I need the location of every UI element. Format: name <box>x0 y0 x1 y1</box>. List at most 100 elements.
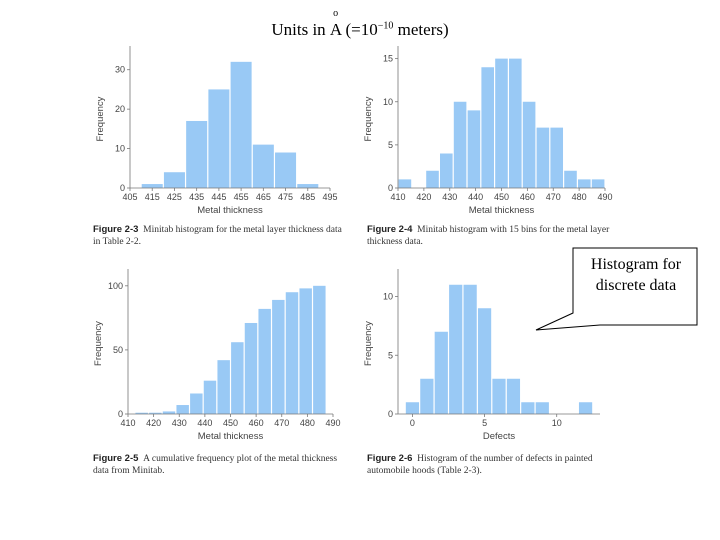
bar <box>495 58 508 188</box>
bar <box>244 322 258 414</box>
bar <box>509 58 522 188</box>
x-tick-label: 430 <box>442 192 457 202</box>
x-axis-label: Defects <box>483 431 515 442</box>
y-tick-label: 15 <box>383 54 393 64</box>
bar <box>521 402 535 414</box>
x-tick-label: 425 <box>167 192 182 202</box>
page-title: Units in A (=10−10 meters) <box>0 20 720 40</box>
bar <box>135 412 148 414</box>
bar <box>275 152 297 188</box>
bar <box>449 284 463 414</box>
x-tick-label: 445 <box>211 192 226 202</box>
bar <box>426 170 439 188</box>
y-tick-label: 10 <box>383 97 393 107</box>
bar <box>141 184 163 188</box>
callout-text: Histogram for discrete data <box>590 256 682 294</box>
caption-label: Figure 2-6 <box>367 453 413 464</box>
bar <box>492 378 506 414</box>
caption-label: Figure 2-5 <box>93 453 139 464</box>
x-axis-label: Metal thickness <box>197 205 263 216</box>
x-tick-label: 420 <box>146 418 161 428</box>
x-axis-label: Metal thickness <box>469 205 535 216</box>
x-tick-label: 10 <box>552 418 562 428</box>
y-tick-label: 5 <box>388 350 393 360</box>
bar <box>208 89 230 188</box>
bar <box>463 284 477 414</box>
angstrom-symbol: A <box>330 20 341 39</box>
x-tick-label: 490 <box>325 418 340 428</box>
bar <box>506 378 521 414</box>
x-tick-label: 440 <box>468 192 483 202</box>
x-tick-label: 460 <box>249 418 264 428</box>
x-tick-label: 460 <box>520 192 535 202</box>
bar <box>285 292 299 414</box>
bar <box>440 153 453 188</box>
x-tick-label: 475 <box>278 192 293 202</box>
x-tick-label: 455 <box>234 192 249 202</box>
y-tick-label: 100 <box>108 281 123 291</box>
bar <box>550 127 564 188</box>
bar <box>564 170 577 188</box>
y-tick-label: 10 <box>383 292 393 302</box>
y-axis-label: Frequency <box>93 321 104 366</box>
bar <box>405 402 420 414</box>
x-tick-label: 420 <box>416 192 431 202</box>
bar <box>522 101 536 188</box>
caption-label: Figure 2-3 <box>93 224 139 235</box>
caption-text: Minitab histogram for the metal layer th… <box>93 225 342 247</box>
caption-figure-2-5: Figure 2-5 A cumulative frequency plot o… <box>93 453 348 477</box>
x-tick-label: 410 <box>390 192 405 202</box>
bar <box>163 172 185 188</box>
x-tick-label: 495 <box>322 192 337 202</box>
title-equals: (=10 <box>341 20 378 39</box>
y-tick-label: 0 <box>120 183 125 193</box>
y-axis-label: Frequency <box>95 96 106 141</box>
bar <box>272 299 285 414</box>
x-tick-label: 480 <box>572 192 587 202</box>
bar <box>217 360 230 414</box>
x-tick-label: 465 <box>256 192 271 202</box>
bar <box>252 144 274 188</box>
caption-figure-2-4: Figure 2-4 Minitab histogram with 15 bin… <box>367 224 622 248</box>
title-exponent: −10 <box>377 20 394 32</box>
x-tick-label: 410 <box>120 418 135 428</box>
x-tick-label: 480 <box>300 418 315 428</box>
bar <box>467 110 481 188</box>
x-tick-label: 470 <box>274 418 289 428</box>
y-tick-label: 0 <box>388 409 393 419</box>
caption-figure-2-3: Figure 2-3 Minitab histogram for the met… <box>93 224 348 248</box>
bar <box>577 179 591 188</box>
bar <box>313 285 326 414</box>
y-axis-label: Frequency <box>363 321 374 366</box>
x-axis-label: Metal thickness <box>198 431 264 442</box>
bar <box>297 184 319 188</box>
bar <box>299 288 312 414</box>
title-suffix: meters) <box>393 20 449 39</box>
x-tick-label: 435 <box>189 192 204 202</box>
x-tick-label: 0 <box>410 418 415 428</box>
bar <box>591 179 605 188</box>
y-tick-label: 0 <box>388 183 393 193</box>
caption-label: Figure 2-4 <box>367 224 413 235</box>
x-tick-label: 5 <box>482 418 487 428</box>
bar <box>190 393 203 414</box>
caption-text: Minitab histogram with 15 bins for the m… <box>367 225 610 247</box>
bar <box>203 380 217 414</box>
x-tick-label: 470 <box>546 192 561 202</box>
x-tick-label: 485 <box>300 192 315 202</box>
bar <box>477 308 492 414</box>
x-tick-label: 450 <box>223 418 238 428</box>
y-tick-label: 20 <box>115 104 125 114</box>
y-tick-label: 5 <box>388 140 393 150</box>
bar <box>162 411 176 414</box>
title-prefix: Units in <box>271 20 330 39</box>
bar <box>149 412 162 414</box>
bar <box>231 342 244 414</box>
bar <box>578 402 593 414</box>
bar <box>398 179 412 188</box>
x-tick-label: 450 <box>494 192 509 202</box>
caption-figure-2-6: Figure 2-6 Histogram of the number of de… <box>367 453 622 477</box>
y-tick-label: 50 <box>113 345 123 355</box>
